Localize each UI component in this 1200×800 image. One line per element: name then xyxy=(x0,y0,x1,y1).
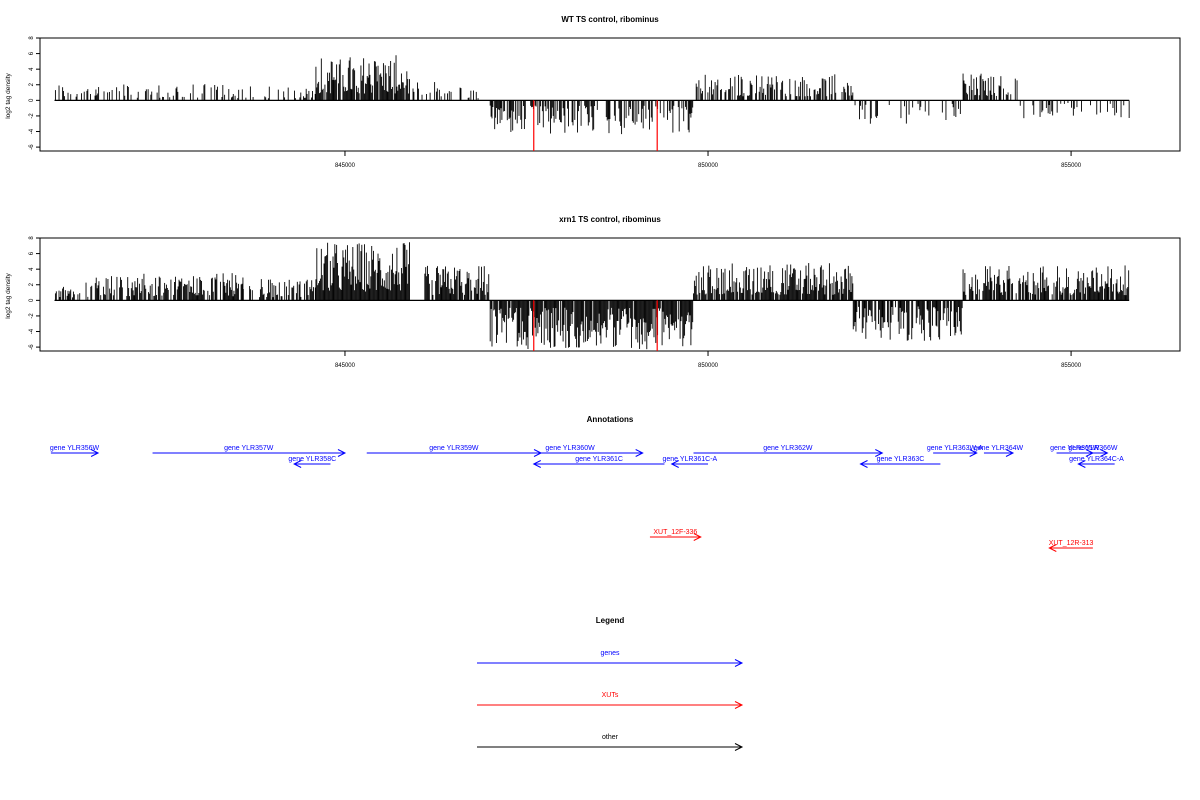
y-tick-label: 8 xyxy=(29,236,35,240)
y-tick-label: -4 xyxy=(29,328,35,334)
legend: genes XUTs other xyxy=(477,650,744,751)
y-tick-label: -6 xyxy=(29,144,35,150)
legend-genes-label: genes xyxy=(600,650,620,657)
gene-arrowhead xyxy=(670,460,679,468)
legend-arrowhead xyxy=(734,659,744,667)
gene-arrowhead xyxy=(1077,460,1086,468)
y-tick-label: 2 xyxy=(29,282,35,286)
gene-label: gene YLR357W xyxy=(224,445,274,452)
gene-label: gene YLR356W xyxy=(50,445,100,452)
gene-label: gene YLR361C xyxy=(575,456,623,463)
x-tick-label: 850000 xyxy=(698,163,719,169)
legend-other-label: other xyxy=(602,734,619,741)
y-tick-label: 6 xyxy=(29,51,35,55)
gene-label: gene YLR363W-A xyxy=(927,445,983,452)
gene-arrowhead xyxy=(969,449,978,457)
gene-label: gene YLR363C xyxy=(877,456,925,463)
y-tick-label: -2 xyxy=(29,113,35,119)
wt-red-markers xyxy=(533,100,658,151)
gene-arrowhead xyxy=(635,449,644,457)
y-tick-label: 4 xyxy=(29,267,35,271)
gene-arrowhead xyxy=(1100,449,1109,457)
wt-y-axis: -6 -4 -2 0 2 4 6 8 xyxy=(29,36,40,150)
y-tick-label: 0 xyxy=(29,98,35,102)
gene-label: gene YLR358C xyxy=(288,456,336,463)
gene-label: gene YLR360W xyxy=(545,445,595,452)
xut-arrowhead xyxy=(693,533,702,541)
x-tick-label: 845000 xyxy=(335,163,356,169)
gene-label: gene YLR362W xyxy=(763,445,813,452)
annotations-title: Annotations xyxy=(587,415,634,424)
xut-label: XUT_12F-336 xyxy=(653,529,697,536)
gene-arrowhead xyxy=(337,449,347,457)
xrn1-y-axis: -6 -4 -2 0 2 4 6 8 xyxy=(29,236,40,350)
gene-arrowhead xyxy=(875,449,884,457)
xut-label: XUT_12R-313 xyxy=(1049,540,1094,547)
y-tick-label: 2 xyxy=(29,82,35,86)
legend-arrowhead xyxy=(734,743,744,751)
wt-x-axis: 845000 850000 855000 xyxy=(335,151,1082,169)
gene-label: gene YLR364W xyxy=(974,445,1024,452)
y-tick-label: 8 xyxy=(29,36,35,40)
wt-track-panel: WT TS control, ribominus log2 tag densit… xyxy=(5,15,1181,169)
xrn1-bars xyxy=(54,242,1130,350)
x-tick-label: 845000 xyxy=(335,363,356,369)
gene-arrowhead xyxy=(532,460,541,468)
gene-label: gene YLR364C-A xyxy=(1069,456,1124,463)
y-tick-label: 4 xyxy=(29,67,35,71)
gene-label: gene YLR361C-A xyxy=(662,456,717,463)
wt-bars xyxy=(54,55,1130,135)
xrn1-red-markers xyxy=(533,300,658,351)
legend-title: Legend xyxy=(596,616,625,625)
gene-label: gene YLR365W xyxy=(1050,445,1100,452)
xrn1-x-axis: 845000 850000 855000 xyxy=(335,351,1082,369)
x-tick-label: 850000 xyxy=(698,363,719,369)
legend-xuts-label: XUTs xyxy=(602,692,619,699)
legend-arrowhead xyxy=(734,701,744,709)
xrn1-plot-frame xyxy=(39,237,1181,352)
y-tick-label: 6 xyxy=(29,251,35,255)
gene-arrowhead xyxy=(293,460,302,468)
gene-label: gene YLR366W xyxy=(1068,445,1118,452)
wt-track-title: WT TS control, ribominus xyxy=(561,15,659,24)
y-tick-label: -4 xyxy=(29,128,35,134)
wt-y-axis-label: log2 tag density xyxy=(5,72,12,118)
annotation-arrows: gene YLR356W gene YLR357W gene YLR358C gene… xyxy=(50,445,1124,552)
y-tick-label: -6 xyxy=(29,344,35,350)
xrn1-y-axis-label: log2 tag density xyxy=(5,272,12,318)
wt-plot-frame xyxy=(39,37,1181,152)
xut-arrowhead xyxy=(1048,544,1057,552)
gene-arrowhead xyxy=(90,449,100,457)
x-tick-label: 855000 xyxy=(1061,163,1082,169)
xrn1-track-title: xrn1 TS control, ribominus xyxy=(559,215,661,224)
gene-label: gene YLR359W xyxy=(429,445,479,452)
gene-arrowhead xyxy=(1005,449,1015,457)
y-tick-label: 0 xyxy=(29,298,35,302)
y-tick-label: -2 xyxy=(29,313,35,319)
gene-arrowhead xyxy=(859,460,868,468)
x-tick-label: 855000 xyxy=(1061,363,1082,369)
xrn1-track-panel: xrn1 TS control, ribominus log2 tag dens… xyxy=(5,215,1181,369)
